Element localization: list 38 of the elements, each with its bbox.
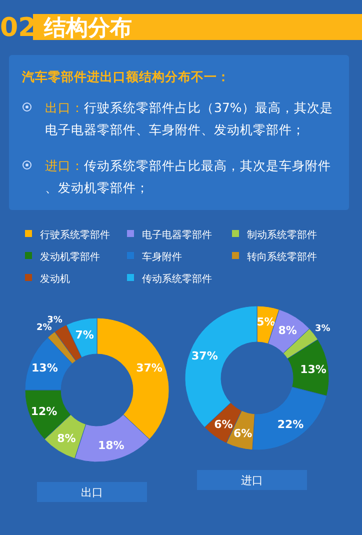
text: 出口 bbox=[81, 486, 103, 499]
legend-label: 电子电器零部件 bbox=[142, 229, 212, 241]
legend-label: 车身附件 bbox=[142, 251, 182, 263]
legend-item: 发动机零部件 bbox=[25, 252, 100, 263]
data-label: 37% bbox=[192, 349, 218, 362]
text: 进口：传动系统零部件占比最高，其次是车身附件、发动机零部件； bbox=[45, 158, 331, 195]
legend-item: 发动机 bbox=[25, 274, 70, 285]
legend-item: 车身附件 bbox=[127, 252, 182, 263]
text: 进口 bbox=[241, 474, 263, 487]
legend-label: 转向系统零部件 bbox=[247, 251, 317, 263]
data-label: 22% bbox=[277, 418, 304, 432]
legend-item: 转向系统零部件 bbox=[232, 252, 317, 263]
legend-label: 发动机零部件 bbox=[40, 251, 100, 263]
data-label: 8% bbox=[278, 324, 297, 337]
data-label: 37% bbox=[136, 361, 162, 374]
legend-item: 制动系统零部件 bbox=[232, 230, 317, 241]
data-label: 6% bbox=[233, 427, 252, 440]
data-label: 13% bbox=[300, 363, 326, 376]
text: 02 bbox=[0, 13, 36, 43]
text: 出口：行驶系统零部件占比（37%）最高，其次是电子电器零部件、车身附件、发动机零部件； bbox=[45, 100, 333, 137]
data-label: 13% bbox=[32, 361, 58, 374]
data-label: 3% bbox=[314, 324, 330, 334]
data-label: 12% bbox=[30, 404, 58, 418]
data-label: 2% bbox=[36, 323, 52, 334]
text: 汽车零部件进出口额结构分布不一： bbox=[21, 69, 230, 84]
data-label: 5% bbox=[256, 316, 276, 329]
legend-label: 传动系统零部件 bbox=[142, 273, 212, 285]
legend-label: 发动机 bbox=[40, 273, 70, 285]
legend-label: 行驶系统零部件 bbox=[40, 229, 110, 241]
chart-title: 结构分布 bbox=[43, 16, 132, 41]
legend-item: 传动系统零部件 bbox=[127, 274, 212, 285]
legend-label: 制动系统零部件 bbox=[247, 229, 317, 241]
legend-item: 行驶系统零部件 bbox=[25, 230, 110, 241]
data-label: 6% bbox=[214, 418, 233, 432]
data-label: 18% bbox=[98, 439, 124, 452]
data-label: 8% bbox=[57, 432, 76, 446]
legend-item: 电子电器零部件 bbox=[127, 230, 212, 241]
data-label: 7% bbox=[75, 328, 94, 342]
